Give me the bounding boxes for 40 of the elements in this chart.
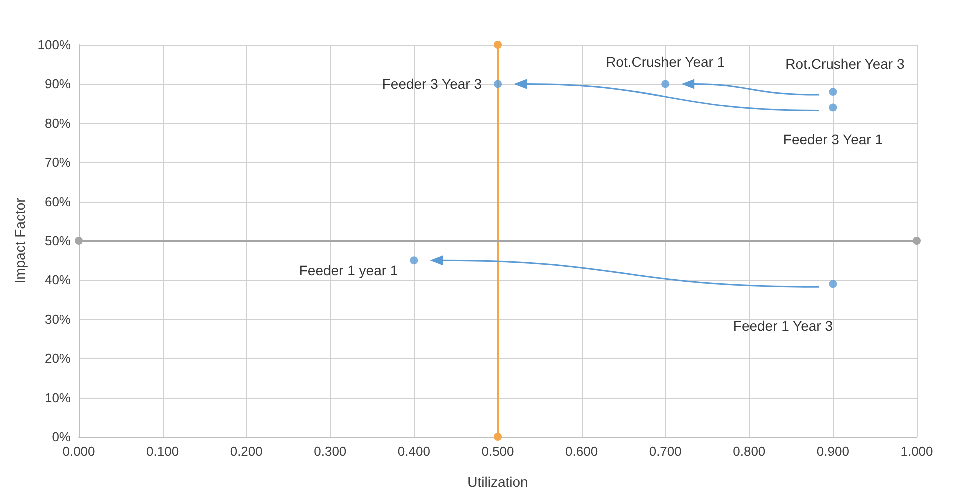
- point: [494, 433, 502, 441]
- y-tick-label: 10%: [44, 390, 72, 406]
- y-tick-label: 30%: [44, 312, 72, 327]
- x-tick-label: 0.100: [146, 444, 180, 459]
- point: [75, 237, 83, 245]
- y-tick-label: 20%: [44, 351, 72, 366]
- y-tick-label: 60%: [44, 194, 72, 210]
- point: [829, 280, 838, 288]
- x-tick-label: 0.700: [649, 444, 682, 459]
- y-tick-label: 70%: [44, 155, 72, 170]
- x-axis-title: Utilization: [468, 474, 528, 490]
- x-tick-label: 0.900: [816, 444, 850, 459]
- point: [829, 88, 838, 96]
- x-tick-label: 0.600: [566, 444, 598, 459]
- x-tick-label: 0.400: [398, 444, 430, 459]
- y-tick-label: 50%: [44, 234, 72, 248]
- x-tick-label: 1.000: [900, 444, 934, 459]
- y-tick-label: 80%: [44, 116, 72, 131]
- y-tick-label: 100%: [38, 38, 72, 52]
- point: [829, 104, 838, 112]
- y-tick-label: 40%: [44, 272, 72, 288]
- annotation: Rot.Crusher Year 1: [606, 54, 726, 70]
- annotation: Feeder 1 Year 3: [733, 318, 834, 334]
- x-tick-label: 0.500: [482, 444, 514, 459]
- point: [913, 237, 921, 245]
- y-axis-title: Impact Factor: [12, 198, 28, 284]
- annotation: Rot.Crusher Year 3: [786, 56, 905, 72]
- point: [410, 256, 418, 265]
- y-tick-label: 0%: [52, 430, 72, 444]
- y-tick-label: 90%: [44, 76, 72, 92]
- x-tick-label: 0.300: [314, 444, 347, 459]
- point: [494, 41, 502, 49]
- x-tick-label: 0.200: [230, 444, 263, 459]
- point: [494, 80, 502, 88]
- point: [662, 80, 670, 88]
- x-tick-label: 0.000: [62, 444, 96, 459]
- annotation: Feeder 3 Year 3: [382, 76, 482, 92]
- annotation: Feeder 3 Year 1: [783, 132, 884, 148]
- x-tick-label: 0.800: [733, 444, 766, 459]
- annotation: Feeder 1 year 1: [299, 262, 398, 279]
